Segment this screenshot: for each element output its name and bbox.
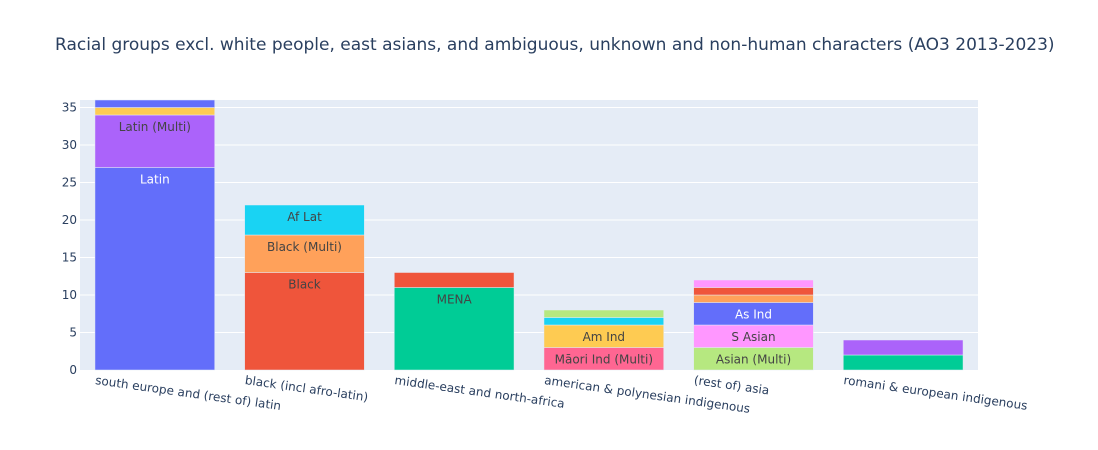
segment-label: Black	[288, 278, 321, 292]
x-tick-label: romani & european indigenous	[843, 373, 1029, 413]
segment-label: Asian (Multi)	[716, 353, 791, 367]
bar-segment[interactable]	[843, 354, 964, 371]
bar-segment[interactable]	[693, 287, 814, 296]
bar-segment[interactable]	[94, 167, 215, 371]
segment-label: As Ind	[735, 308, 772, 322]
gridlines	[80, 107, 978, 333]
x-tick-label: middle-east and north-africa	[394, 373, 566, 411]
bar-segment[interactable]	[693, 294, 814, 303]
y-tick-label: 5	[69, 326, 77, 340]
chart-title: Racial groups excl. white people, east a…	[55, 35, 1055, 55]
bar-segment[interactable]	[693, 279, 814, 288]
y-tick-label: 25	[62, 176, 77, 190]
segment-label: Latin (Multi)	[119, 120, 191, 134]
bar-stack	[843, 339, 964, 371]
y-tick-label: 0	[69, 363, 77, 377]
y-tick-label: 20	[62, 213, 77, 227]
y-tick-label: 10	[62, 288, 77, 302]
bar-segment[interactable]	[394, 272, 515, 288]
bar-segment[interactable]	[394, 287, 515, 371]
bar-segment[interactable]	[543, 309, 664, 318]
bars-group: Latin Latin (Multi) Black Black (Multi) Af L…	[94, 99, 964, 371]
segment-label: Am Ind	[583, 330, 625, 344]
y-tick-label: 35	[62, 101, 77, 115]
y-tick-label: 30	[62, 138, 77, 152]
segment-label: Black (Multi)	[267, 240, 342, 254]
bar-segment[interactable]	[94, 114, 215, 168]
segment-label: Latin	[140, 173, 170, 187]
bar-segment[interactable]	[94, 107, 215, 116]
segment-label: Af Lat	[287, 210, 322, 224]
segment-label: Māori Ind (Multi)	[555, 353, 653, 367]
bar-stack: Latin Latin (Multi)	[94, 99, 215, 371]
bar-segment[interactable]	[94, 99, 215, 108]
bar-segment[interactable]	[843, 339, 964, 356]
bar-segment[interactable]	[244, 204, 365, 236]
segment-label: MENA	[437, 293, 473, 307]
bar-segment[interactable]	[244, 234, 365, 273]
bar-stack: MENA	[394, 272, 515, 371]
y-tick-label: 15	[62, 251, 77, 265]
bar-segment[interactable]	[543, 317, 664, 326]
bar-stack: Asian (Multi) S Asian As Ind	[693, 279, 814, 371]
x-tick-label: (rest of) asia	[693, 373, 770, 397]
bar-stack: Māori Ind (Multi) Am Ind	[543, 309, 664, 371]
y-axis: 0 5 10 15 20 25 30 35	[62, 101, 77, 378]
bar-stack: Black Black (Multi) Af Lat	[244, 204, 365, 371]
bar-segment[interactable]	[244, 272, 365, 371]
segment-label: S Asian	[731, 330, 775, 344]
